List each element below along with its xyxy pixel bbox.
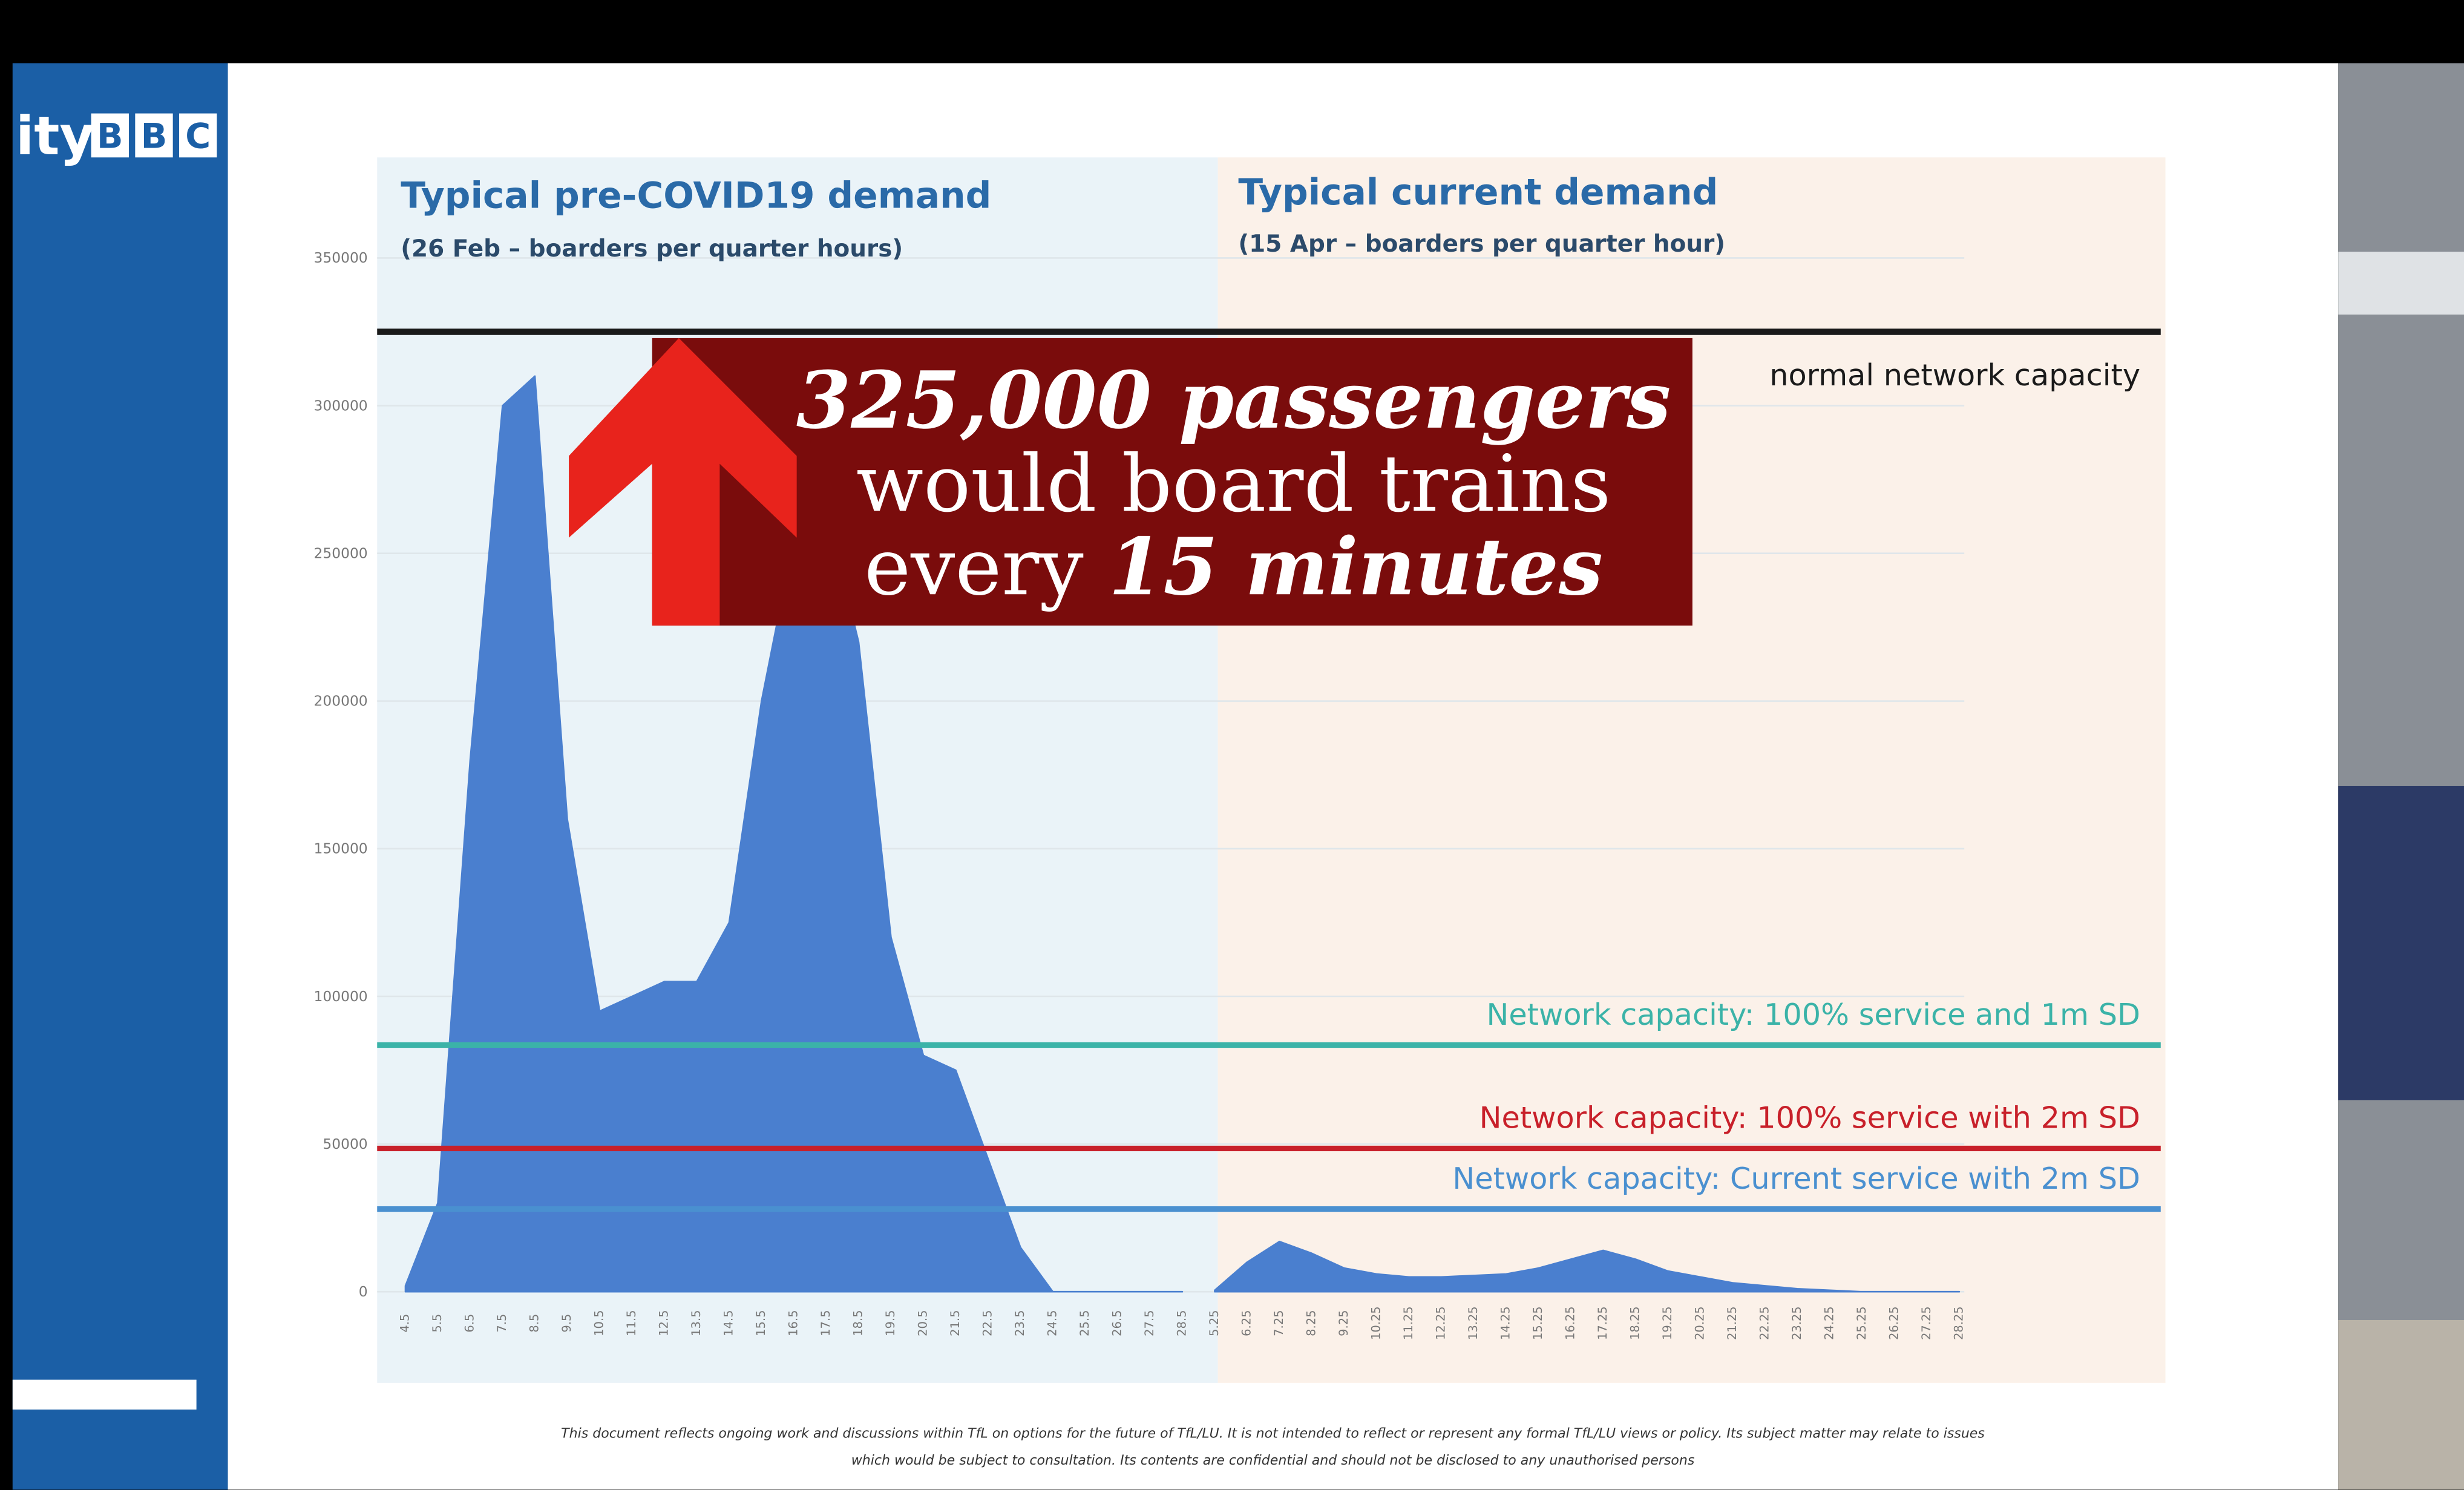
- y-tick-label: 0: [359, 1283, 368, 1300]
- annotation-subtitle: (26 Feb – boarders per quarter hours): [401, 235, 903, 263]
- x-tick-label: 14.25: [1498, 1306, 1512, 1340]
- x-tick-label: 12.25: [1434, 1306, 1447, 1340]
- y-tick-label: 150000: [314, 840, 368, 857]
- y-tick-label: 300000: [314, 397, 368, 414]
- x-tick-label: 23.5: [1013, 1310, 1027, 1336]
- video-feed: [2338, 786, 2464, 1100]
- x-tick-label: 24.5: [1045, 1310, 1059, 1336]
- reference-label: normal network capacity: [1769, 358, 2140, 393]
- plot: 0 50000 100000 150000 200000 250000 300000 3500…: [314, 249, 2161, 1340]
- x-tick-label: 26.25: [1887, 1306, 1901, 1340]
- reference-label: Network capacity: Current service with 2…: [1452, 1161, 2140, 1196]
- y-tick-label: 350000: [314, 249, 368, 266]
- annotation-subtitle: (15 Apr – boarders per quarter hour): [1238, 230, 1725, 258]
- x-tick-label: 23.25: [1790, 1306, 1804, 1340]
- banner: 325,000 passengers would board trains ev…: [569, 338, 1692, 626]
- x-tick-label: 26.5: [1110, 1310, 1124, 1336]
- x-tick-label: 28.5: [1175, 1310, 1188, 1336]
- x-tick-label: 25.5: [1078, 1310, 1092, 1336]
- y-tick-label: 50000: [323, 1135, 367, 1152]
- x-tick-label: 9.25: [1337, 1310, 1351, 1336]
- x-tick-label: 13.25: [1466, 1306, 1480, 1340]
- video-feed: [2338, 1319, 2464, 1490]
- banner-line: every 15 minutes: [864, 520, 1603, 613]
- x-tick-label: 17.5: [819, 1310, 833, 1336]
- x-tick-label: 28.25: [1951, 1306, 1965, 1340]
- area: [1214, 1240, 1961, 1293]
- x-tick-label: 27.25: [1919, 1306, 1933, 1340]
- disclaimer: which would be subject to consultation. …: [851, 1453, 1695, 1468]
- x-tick-label: 16.5: [786, 1310, 800, 1336]
- y-tick-label: 100000: [314, 988, 368, 1005]
- x-tick-label: 11.25: [1401, 1306, 1415, 1340]
- x-tick-label: 6.5: [463, 1314, 477, 1333]
- x-tick-label: 18.25: [1628, 1306, 1642, 1340]
- x-tick-label: 19.5: [883, 1310, 897, 1336]
- logo-block: [135, 113, 173, 158]
- x-tick-label: 13.5: [689, 1310, 703, 1336]
- reference-label: Network capacity: 100% service with 2m S…: [1479, 1100, 2140, 1135]
- x-tick-label: 19.25: [1660, 1306, 1674, 1340]
- x-tick-label: 9.5: [560, 1314, 574, 1333]
- x-tick-label: 6.25: [1239, 1310, 1253, 1336]
- x-tick-label: 20.5: [916, 1310, 929, 1336]
- x-tick-label: 15.5: [754, 1310, 768, 1336]
- x-tick-label: 24.25: [1822, 1306, 1836, 1340]
- x-tick-label: 7.25: [1272, 1310, 1286, 1336]
- x-tick-label: 21.25: [1725, 1306, 1739, 1340]
- side-panel: [12, 63, 228, 1490]
- x-tick-label: 27.5: [1142, 1310, 1156, 1336]
- annotation-title: Typical pre-COVID19 demand: [401, 175, 991, 217]
- disclaimer: This document reflects ongoing work and …: [561, 1426, 1985, 1442]
- x-tick-label: 17.25: [1596, 1306, 1610, 1340]
- banner-word: 15 minutes: [1109, 520, 1603, 613]
- x-tick-label: 14.5: [721, 1310, 735, 1336]
- side-bar: [12, 1379, 197, 1410]
- logo-block: [179, 113, 217, 158]
- logo-letter: B: [141, 117, 168, 157]
- banner-box: [652, 338, 1692, 626]
- x-tick-label: 22.5: [980, 1310, 994, 1336]
- x-tick-label: 15.25: [1531, 1306, 1545, 1340]
- x-tick-label: 25.25: [1855, 1306, 1869, 1340]
- x-tick-label: 12.5: [657, 1310, 670, 1336]
- y-tick-label: 200000: [314, 693, 368, 710]
- x-tick-label: 10.25: [1369, 1306, 1383, 1340]
- x-tick-label: 8.25: [1304, 1310, 1318, 1336]
- logo-letter: B: [97, 117, 123, 157]
- x-tick-label: 8.5: [527, 1314, 541, 1333]
- x-tick-label: 7.5: [495, 1314, 509, 1333]
- x-tick-label: 11.5: [624, 1310, 638, 1336]
- x-tick-label: 18.5: [851, 1310, 865, 1336]
- x-tick-label: 21.5: [948, 1310, 962, 1336]
- banner-line: would board trains: [856, 438, 1611, 530]
- y-tick-label: 250000: [314, 544, 368, 561]
- banner-word: every: [864, 521, 1083, 613]
- bbc-logo: B B C: [91, 113, 217, 158]
- x-tick-label: 16.25: [1563, 1306, 1577, 1340]
- x-tick-label: 20.25: [1692, 1306, 1706, 1340]
- reference-label: Network capacity: 100% service and 1m SD: [1486, 997, 2140, 1032]
- banner-line: 325,000 passengers: [796, 354, 1671, 446]
- arrow: [569, 338, 797, 626]
- x-tick-label: 10.5: [592, 1310, 606, 1336]
- video-feed: [2338, 252, 2464, 315]
- side-text: ity: [16, 105, 94, 167]
- logo-block: [91, 113, 129, 158]
- x-tick-label: 5.25: [1207, 1310, 1221, 1336]
- x-tick-label: 22.25: [1757, 1306, 1771, 1340]
- x-tick-label: 5.5: [430, 1314, 444, 1333]
- x-tick-label: 4.5: [398, 1314, 412, 1333]
- annotation-title: Typical current demand: [1238, 172, 1718, 214]
- logo-letter: C: [185, 117, 211, 157]
